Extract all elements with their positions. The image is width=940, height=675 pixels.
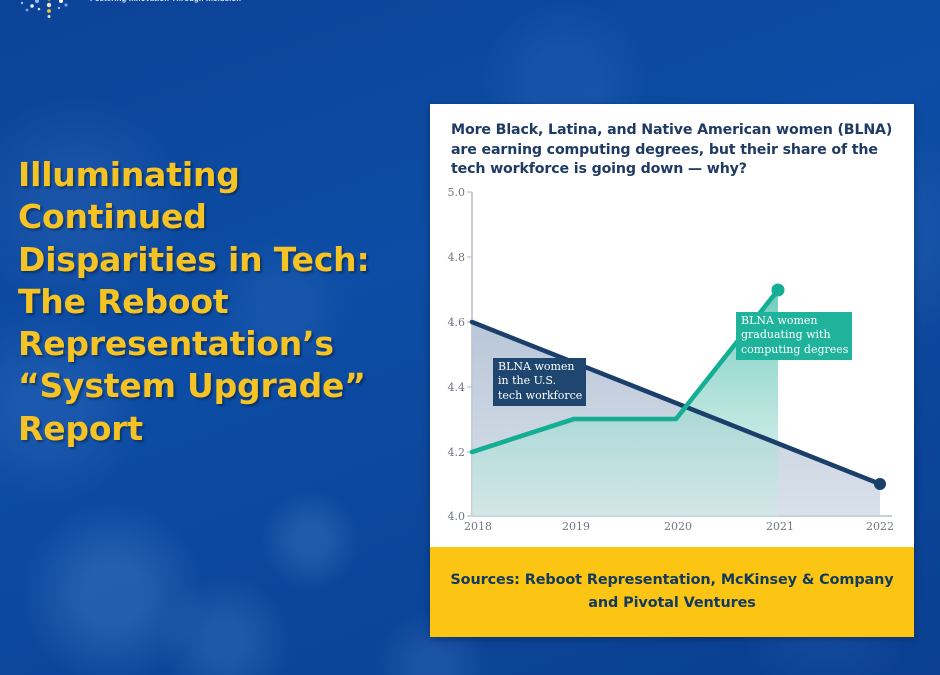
graduates-area-fill bbox=[472, 289, 778, 516]
starburst-dots-logo-icon bbox=[20, 0, 68, 18]
y-tick-labels: 5.0 4.8 4.6 4.4 4.2 4.0 bbox=[448, 186, 466, 523]
annotation-graduates: BLNA women graduating with computing deg… bbox=[736, 311, 853, 361]
chart-plot-area: 5.0 4.8 4.6 4.4 4.2 4.0 2018 bbox=[430, 186, 914, 547]
brand-tagline: Fostering Innovation Through Inclusion bbox=[90, 0, 241, 3]
svg-text:4.6: 4.6 bbox=[448, 316, 466, 329]
sources-band: Sources: Reboot Representation, McKinsey… bbox=[430, 547, 914, 637]
chart-headline: More Black, Latina, and Native American … bbox=[451, 122, 893, 178]
svg-text:5.0: 5.0 bbox=[448, 186, 466, 199]
graduates-endpoint-marker bbox=[771, 283, 785, 297]
svg-text:2021: 2021 bbox=[766, 520, 794, 531]
workforce-line bbox=[469, 319, 883, 487]
svg-text:2020: 2020 bbox=[664, 520, 692, 531]
svg-text:4.2: 4.2 bbox=[448, 446, 466, 459]
svg-text:2018: 2018 bbox=[464, 520, 492, 531]
svg-text:4.8: 4.8 bbox=[448, 251, 466, 264]
chart-card: More Black, Latina, and Native American … bbox=[430, 104, 914, 637]
workforce-endpoint-marker bbox=[874, 477, 886, 490]
page-title: Illuminating Continued Disparities in Te… bbox=[18, 155, 370, 448]
graduates-line bbox=[469, 287, 781, 455]
x-tick-labels: 2018 2019 2020 2021 2022 bbox=[464, 520, 894, 531]
svg-text:4.0: 4.0 bbox=[448, 510, 466, 523]
brand-logo: Fostering Innovation Through Inclusion bbox=[16, 0, 276, 26]
svg-text:4.4: 4.4 bbox=[448, 381, 466, 394]
svg-text:2022: 2022 bbox=[866, 520, 894, 531]
annotation-workforce: BLNA women in the U.S. tech workforce bbox=[493, 357, 587, 407]
sources-text: Sources: Reboot Representation, McKinsey… bbox=[450, 571, 894, 611]
svg-text:2019: 2019 bbox=[562, 520, 590, 531]
